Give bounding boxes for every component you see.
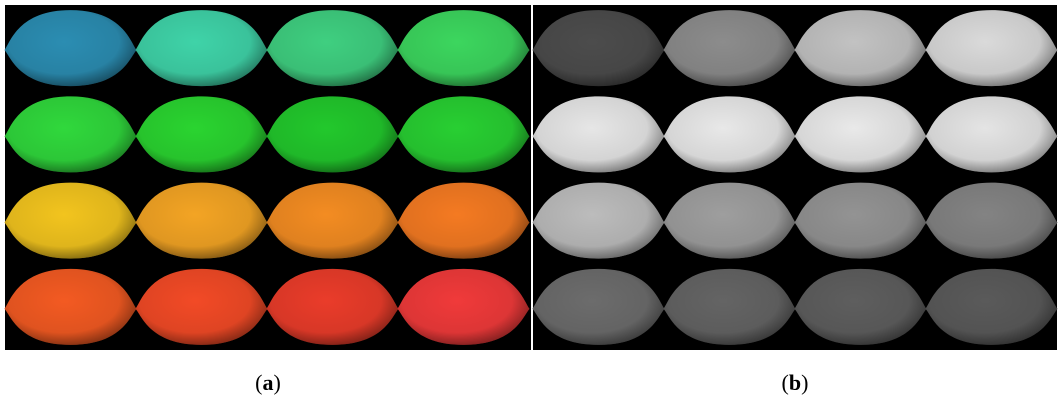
caption-b: (b) — [782, 370, 809, 395]
caption-open: ( — [782, 370, 789, 395]
caption-letter: a — [263, 370, 274, 395]
caption-close: ) — [801, 370, 808, 395]
caption-close: ) — [274, 370, 281, 395]
caption-letter: b — [789, 370, 801, 395]
caption-open: ( — [255, 370, 262, 395]
figure: (a) (b) — [0, 0, 1060, 401]
caption-a: (a) — [255, 370, 281, 395]
